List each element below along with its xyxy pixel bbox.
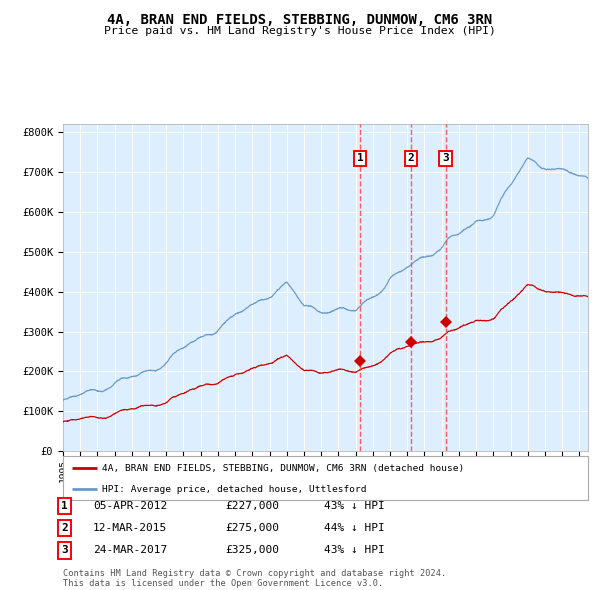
- Text: £325,000: £325,000: [225, 546, 279, 555]
- Text: 3: 3: [61, 546, 68, 555]
- Text: 3: 3: [442, 153, 449, 163]
- Text: 43% ↓ HPI: 43% ↓ HPI: [324, 501, 385, 510]
- Text: £275,000: £275,000: [225, 523, 279, 533]
- Text: This data is licensed under the Open Government Licence v3.0.: This data is licensed under the Open Gov…: [63, 579, 383, 588]
- Text: 24-MAR-2017: 24-MAR-2017: [93, 546, 167, 555]
- Text: 2: 2: [407, 153, 414, 163]
- Text: 1: 1: [61, 501, 68, 510]
- Text: £227,000: £227,000: [225, 501, 279, 510]
- Text: 2: 2: [61, 523, 68, 533]
- Text: 12-MAR-2015: 12-MAR-2015: [93, 523, 167, 533]
- Text: 05-APR-2012: 05-APR-2012: [93, 501, 167, 510]
- Text: 43% ↓ HPI: 43% ↓ HPI: [324, 546, 385, 555]
- Text: 1: 1: [357, 153, 364, 163]
- Text: HPI: Average price, detached house, Uttlesford: HPI: Average price, detached house, Uttl…: [103, 485, 367, 494]
- Text: 44% ↓ HPI: 44% ↓ HPI: [324, 523, 385, 533]
- Text: Price paid vs. HM Land Registry's House Price Index (HPI): Price paid vs. HM Land Registry's House …: [104, 26, 496, 36]
- Text: 4A, BRAN END FIELDS, STEBBING, DUNMOW, CM6 3RN (detached house): 4A, BRAN END FIELDS, STEBBING, DUNMOW, C…: [103, 464, 464, 473]
- Text: Contains HM Land Registry data © Crown copyright and database right 2024.: Contains HM Land Registry data © Crown c…: [63, 569, 446, 578]
- Text: 4A, BRAN END FIELDS, STEBBING, DUNMOW, CM6 3RN: 4A, BRAN END FIELDS, STEBBING, DUNMOW, C…: [107, 13, 493, 27]
